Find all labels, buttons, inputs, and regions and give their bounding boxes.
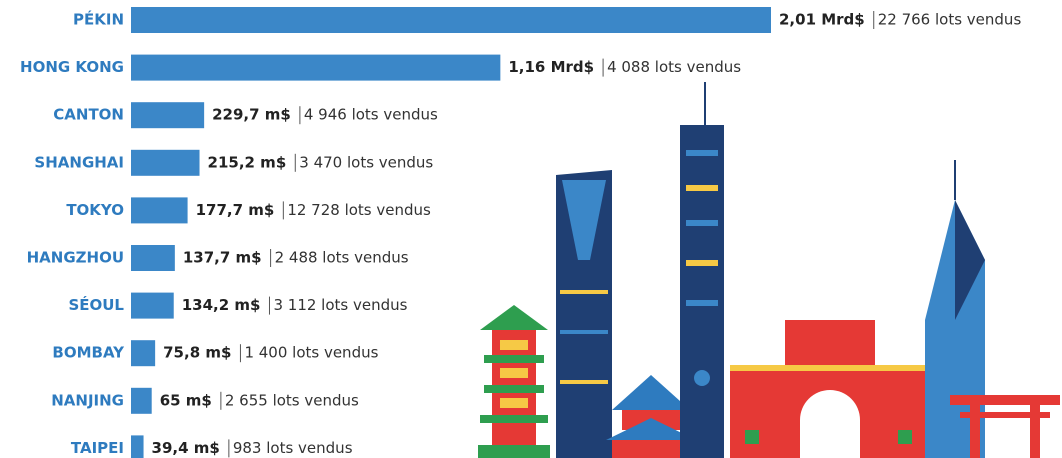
bar [131, 149, 200, 176]
lots-label: 2 655 lots vendus [225, 391, 359, 409]
category-label: TOKYO [66, 201, 124, 219]
value-label: 2,01 Mrd$ [779, 11, 865, 29]
category-label: NANJING [51, 391, 124, 409]
category-label: HONG KONG [20, 58, 124, 76]
category-label: CANTON [53, 106, 124, 124]
bar [131, 435, 144, 458]
bar [131, 292, 174, 319]
bar [131, 7, 771, 33]
value-label: 65 m$ [160, 391, 212, 409]
bar [131, 54, 501, 81]
lots-label: 12 728 lots vendus [287, 201, 431, 219]
bar [131, 387, 152, 414]
category-label: HANGZHOU [27, 249, 124, 267]
lots-label: 3 470 lots vendus [299, 153, 433, 171]
lots-label: 3 112 lots vendus [273, 296, 407, 314]
bar [131, 102, 205, 129]
value-label: 215,2 m$ [208, 153, 287, 171]
lots-label: 2 488 lots vendus [275, 249, 409, 267]
lots-label: 983 lots vendus [233, 439, 353, 457]
lots-label: 1 400 lots vendus [244, 344, 378, 362]
bar [131, 197, 188, 224]
category-label: BOMBAY [52, 344, 125, 362]
category-label: TAIPEI [71, 439, 124, 457]
lots-label: 22 766 lots vendus [878, 11, 1022, 29]
bar [131, 340, 156, 367]
category-label: SHANGHAI [34, 153, 124, 171]
bar [131, 245, 175, 271]
value-label: 177,7 m$ [196, 201, 275, 219]
lots-label: 4 088 lots vendus [607, 58, 741, 76]
value-label: 229,7 m$ [212, 106, 291, 124]
value-label: 39,4 m$ [152, 439, 220, 457]
value-label: 137,7 m$ [183, 249, 262, 267]
skyline-illustration [478, 82, 1060, 458]
category-label: SÉOUL [68, 295, 124, 314]
value-label: 1,16 Mrd$ [508, 58, 594, 76]
lots-label: 4 946 lots vendus [304, 106, 438, 124]
category-label: PÉKIN [73, 10, 124, 29]
value-label: 75,8 m$ [163, 344, 231, 362]
value-label: 134,2 m$ [182, 296, 261, 314]
